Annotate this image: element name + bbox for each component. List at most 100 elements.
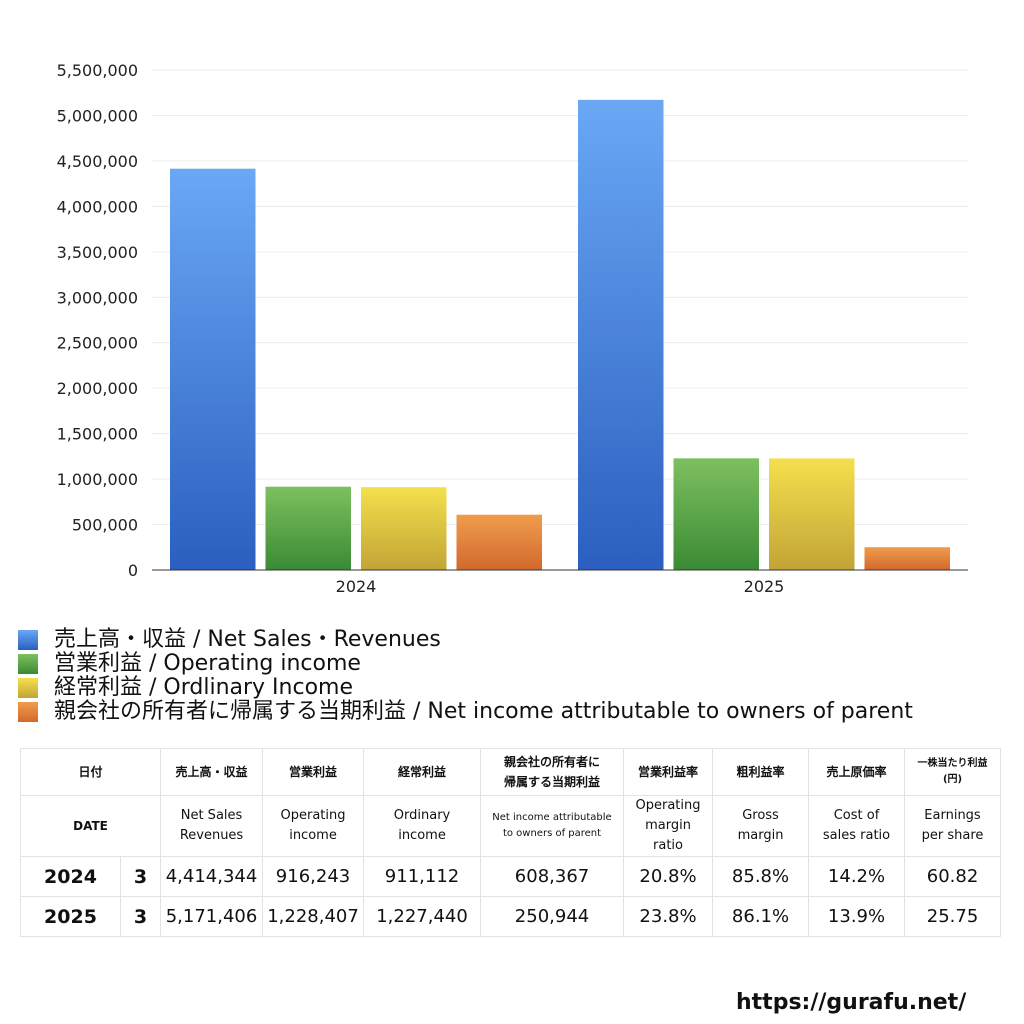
th-eps-en: Earnings per share — [904, 795, 1002, 857]
th-date-en: DATE — [19, 795, 162, 857]
bar-2025-series-0 — [578, 99, 664, 570]
cell-cost: 14.2% — [808, 856, 906, 897]
y-tick-label: 2,000,000 — [57, 379, 138, 398]
th-net-jp-line2: 帰属する当期利益 — [504, 775, 601, 789]
th-ord-jp: 経常利益 — [363, 748, 482, 796]
y-tick-label: 4,500,000 — [57, 152, 138, 171]
y-tick-label: 5,500,000 — [57, 61, 138, 80]
table-row: 2024 3 4,414,344 916,243 911,112 608,367… — [20, 856, 1002, 897]
th-eps-en-line2: per share — [921, 828, 984, 843]
cell-year: 2025 — [20, 896, 121, 937]
th-net-en-line1: Net income attributable — [492, 812, 612, 823]
th-opm-en-line2: margin — [645, 818, 691, 833]
th-eps-jp-line1: 一株当たり利益 — [917, 758, 988, 769]
th-date-jp: 日付 — [19, 748, 162, 796]
legend-swatch-net-income — [18, 702, 38, 722]
cell-eps: 60.82 — [904, 856, 1002, 897]
legend: 売上高・収益 / Net Sales・Revenues 営業利益 / Opera… — [18, 628, 913, 724]
cell-sales: 4,414,344 — [160, 856, 264, 897]
bar-chart: 0 500,000 1,000,000 1,500,000 2,000,000 2,500… — [57, 61, 968, 596]
y-tick-label: 0 — [128, 561, 138, 580]
legend-item-operating-income: 営業利益 / Operating income — [18, 652, 913, 676]
th-op-en-line1: Operating — [280, 808, 346, 823]
bar-2024-series-1 — [265, 486, 351, 570]
th-cost-en-line1: Cost of — [833, 808, 880, 823]
th-opm-en-line3: ratio — [653, 838, 683, 853]
th-eps-jp: 一株当たり利益 (円) — [904, 748, 1002, 796]
y-tick-label: 500,000 — [72, 516, 138, 535]
th-gm-jp: 粗利益率 — [712, 748, 810, 796]
th-opm-en-line1: Operating — [635, 798, 701, 813]
th-gm-en-line2: margin — [737, 828, 784, 843]
legend-label-net-sales: 売上高・収益 / Net Sales・Revenues — [54, 627, 441, 652]
x-tick-label: 2025 — [744, 577, 785, 596]
x-tick-label: 2024 — [336, 577, 377, 596]
cell-year: 2024 — [20, 856, 121, 897]
cell-eps: 25.75 — [904, 896, 1002, 937]
table-row: 2025 3 5,171,406 1,228,407 1,227,440 250… — [20, 896, 1002, 937]
cell-op: 916,243 — [262, 856, 365, 897]
cell-sales: 5,171,406 — [160, 896, 264, 937]
th-eps-en-line1: Earnings — [924, 808, 981, 823]
cell-ord: 911,112 — [363, 856, 482, 897]
cell-gm: 86.1% — [712, 896, 810, 937]
th-gm-en: Gross margin — [712, 795, 810, 857]
th-opm-en: Operating margin ratio — [623, 795, 714, 857]
cell-opm: 20.8% — [623, 856, 714, 897]
bar-2024-series-0 — [170, 168, 256, 571]
th-op-en-line2: income — [289, 828, 337, 843]
th-opm-jp: 営業利益率 — [623, 748, 714, 796]
th-cost-jp: 売上原価率 — [808, 748, 906, 796]
legend-swatch-operating-income — [18, 654, 38, 674]
y-tick-label: 4,000,000 — [57, 197, 138, 216]
bar-2025-series-3 — [864, 547, 950, 570]
th-sales-en-line1: Net Sales — [180, 808, 243, 823]
y-tick-label: 3,500,000 — [57, 243, 138, 262]
cell-net: 250,944 — [480, 896, 625, 937]
bar-2024-series-3 — [456, 514, 542, 570]
cell-month: 3 — [119, 856, 162, 897]
cell-opm: 23.8% — [623, 896, 714, 937]
legend-label-ordinary-income: 経常利益 / Ordlinary Income — [54, 675, 353, 700]
th-net-jp-line1: 親会社の所有者に — [504, 755, 601, 769]
th-net-jp: 親会社の所有者に 帰属する当期利益 — [480, 748, 625, 796]
legend-item-net-sales: 売上高・収益 / Net Sales・Revenues — [18, 628, 913, 652]
y-tick-label: 5,000,000 — [57, 106, 138, 125]
legend-label-net-income: 親会社の所有者に帰属する当期利益 / Net income attributab… — [54, 699, 913, 724]
y-tick-label: 1,000,000 — [57, 470, 138, 489]
legend-item-ordinary-income: 経常利益 / Ordlinary Income — [18, 676, 913, 700]
cell-cost: 13.9% — [808, 896, 906, 937]
legend-item-net-income: 親会社の所有者に帰属する当期利益 / Net income attributab… — [18, 700, 913, 724]
th-ord-en-line1: Ordinary — [393, 808, 451, 823]
th-ord-en: Ordinary income — [363, 795, 482, 857]
cell-gm: 85.8% — [712, 856, 810, 897]
th-sales-jp: 売上高・収益 — [160, 748, 264, 796]
th-sales-en: Net Sales Revenues — [160, 795, 264, 857]
th-cost-en-line2: sales ratio — [822, 828, 891, 843]
th-net-en-line2: to owners of parent — [502, 828, 602, 839]
th-gm-en-line1: Gross — [742, 808, 779, 823]
table-header-en: DATE Net Sales Revenues Operating income O… — [19, 795, 1002, 857]
bar-2025-series-1 — [673, 458, 759, 570]
th-op-en: Operating income — [262, 795, 365, 857]
y-tick-label: 3,000,000 — [57, 288, 138, 307]
site-url[interactable]: https://gurafu.net/ — [736, 990, 967, 1015]
th-cost-en: Cost of sales ratio — [808, 795, 906, 857]
y-tick-label: 2,500,000 — [57, 334, 138, 353]
cell-net: 608,367 — [480, 856, 625, 897]
bar-2025-series-2 — [769, 458, 855, 570]
y-tick-label: 1,500,000 — [57, 425, 138, 444]
table-header-jp: 日付 売上高・収益 営業利益 経常利益 親会社の所有者に 帰属する当期利益 営業利… — [19, 748, 1002, 796]
cell-ord: 1,227,440 — [363, 896, 482, 937]
th-eps-jp-line2: (円) — [942, 774, 963, 785]
th-net-en: Net income attributable to owners of pare… — [480, 795, 625, 857]
th-op-jp: 営業利益 — [262, 748, 365, 796]
legend-swatch-ordinary-income — [18, 678, 38, 698]
cell-month: 3 — [119, 896, 162, 937]
bar-2024-series-2 — [361, 487, 447, 570]
th-sales-en-line2: Revenues — [179, 828, 244, 843]
th-ord-en-line2: income — [398, 828, 446, 843]
financial-table: 日付 売上高・収益 営業利益 経常利益 親会社の所有者に 帰属する当期利益 営業利… — [19, 748, 1002, 937]
legend-label-operating-income: 営業利益 / Operating income — [54, 651, 361, 676]
cell-op: 1,228,407 — [262, 896, 365, 937]
